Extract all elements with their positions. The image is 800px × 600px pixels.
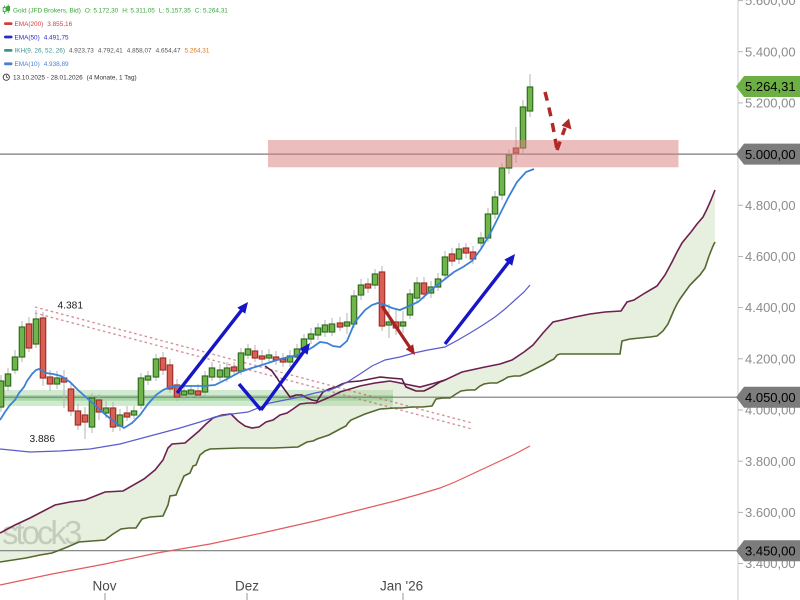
svg-text:3.600,00: 3.600,00 [745, 505, 796, 520]
svg-text:Jan '26: Jan '26 [380, 579, 423, 594]
svg-text:4.600,00: 4.600,00 [745, 249, 796, 264]
svg-text:stock3: stock3 [2, 514, 81, 551]
svg-text:3.886: 3.886 [30, 434, 56, 445]
svg-text:5.000,00: 5.000,00 [745, 147, 796, 162]
svg-text:4.050,00: 4.050,00 [745, 390, 796, 405]
svg-text:5.264,31: 5.264,31 [745, 79, 796, 94]
svg-text:IKH(9, 26, 52, 26)4.923,734.79: IKH(9, 26, 52, 26) 4.923,73 4.792,41 4.858,… [15, 48, 210, 55]
svg-text:5.600,00: 5.600,00 [745, 0, 796, 8]
svg-text:EMA(200)3.855,16: EMA(200) 3.855,16 [15, 21, 73, 28]
svg-text:Nov: Nov [93, 579, 117, 594]
svg-text:3.800,00: 3.800,00 [745, 454, 796, 469]
svg-text:3.450,00: 3.450,00 [745, 543, 796, 558]
svg-text:5.400,00: 5.400,00 [745, 44, 796, 59]
svg-text:Dez: Dez [235, 579, 259, 594]
svg-text:4.200,00: 4.200,00 [745, 351, 796, 366]
svg-text:4.400,00: 4.400,00 [745, 300, 796, 315]
svg-text:4.381: 4.381 [58, 301, 84, 312]
svg-text:EMA(10)4.938,89: EMA(10) 4.938,89 [15, 61, 70, 68]
svg-text:13.10.2025 - 28.01.2026(4 Mona: 13.10.2025 - 28.01.2026 (4 Monate, 1 Tag) [13, 75, 137, 82]
svg-text:5.200,00: 5.200,00 [745, 96, 796, 111]
svg-text:EMA(50)4.491,75: EMA(50) 4.491,75 [15, 34, 70, 41]
svg-text:4.800,00: 4.800,00 [745, 198, 796, 213]
